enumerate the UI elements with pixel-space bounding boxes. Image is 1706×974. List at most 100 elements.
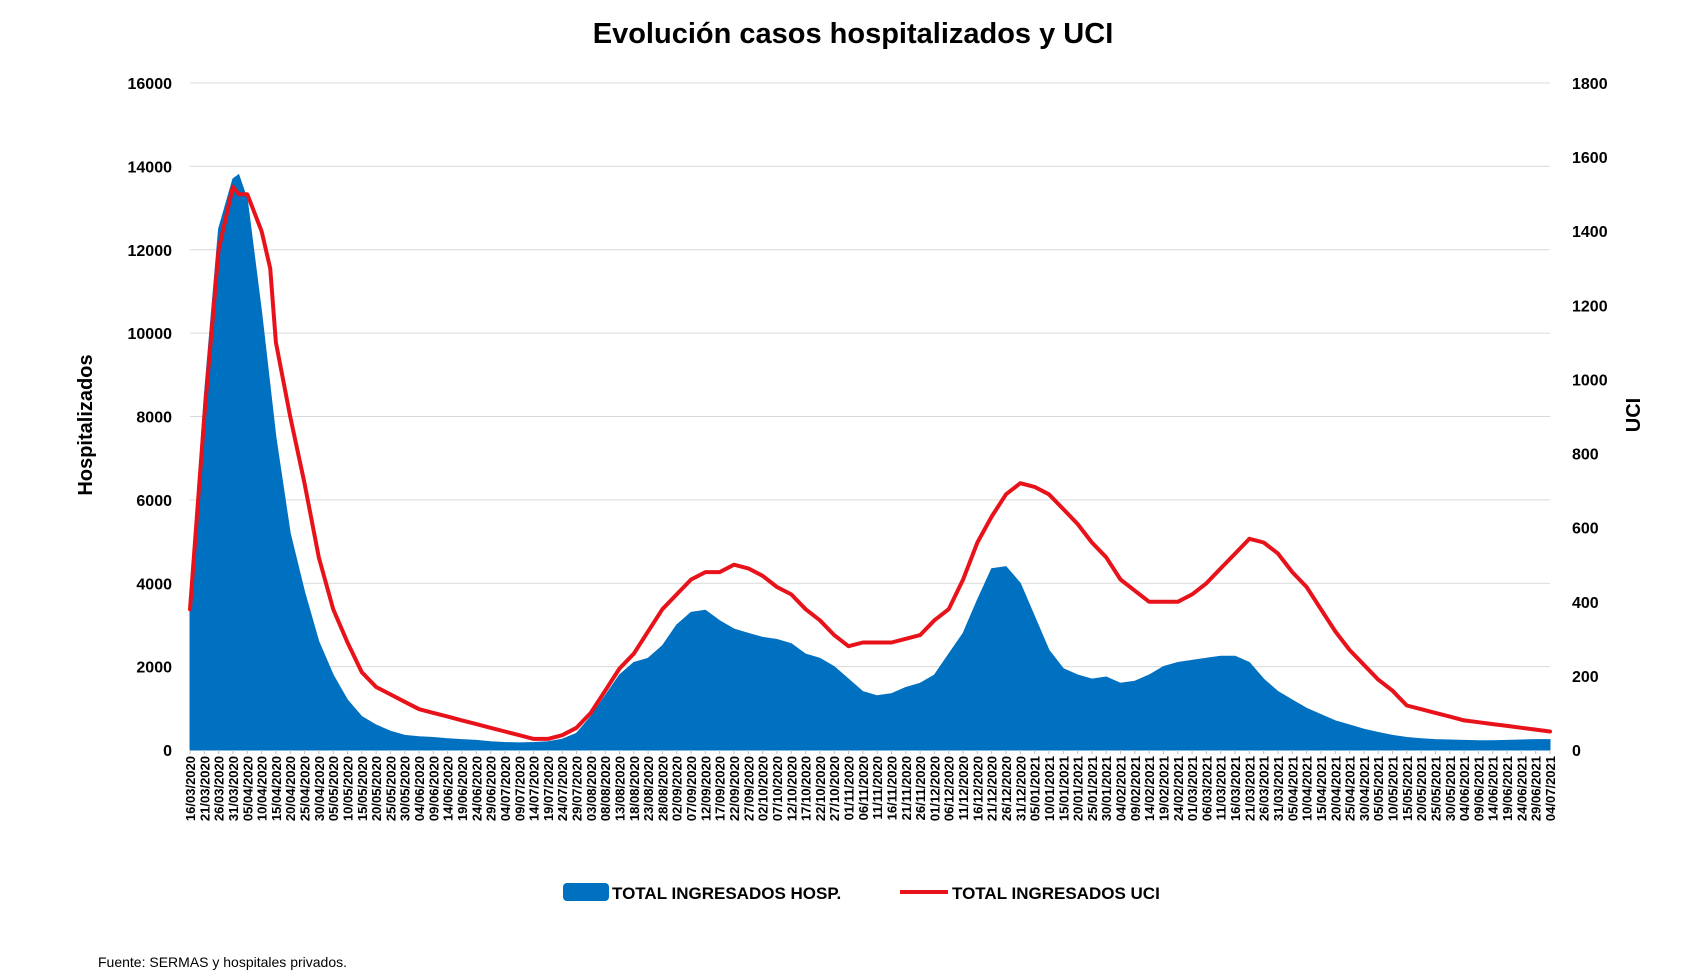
right-tick-label: 1200	[1572, 298, 1608, 315]
x-tick-label: 26/12/2020	[999, 756, 1014, 821]
x-tick-label: 06/03/2021	[1199, 756, 1214, 821]
left-axis-label: Hospitalizados	[75, 354, 97, 495]
x-tick-label: 20/04/2020	[283, 756, 298, 821]
x-tick-label: 20/04/2021	[1328, 756, 1343, 821]
x-tick-label: 29/06/2021	[1529, 756, 1544, 821]
x-tick-label: 27/10/2020	[827, 756, 842, 821]
x-tick-label: 10/05/2021	[1386, 756, 1401, 821]
x-tick-label: 29/07/2020	[570, 756, 585, 821]
x-tick-label: 29/06/2020	[484, 756, 499, 821]
x-tick-label: 23/08/2020	[641, 756, 656, 821]
x-tick-label: 21/11/2020	[899, 756, 914, 820]
right-tick-label: 800	[1572, 447, 1599, 464]
source-note: Fuente: SERMAS y hospitales privados.	[98, 954, 348, 970]
x-tick-label: 11/12/2020	[956, 756, 971, 820]
x-tick-label: 16/03/2020	[183, 756, 198, 821]
right-tick-label: 400	[1572, 595, 1599, 612]
left-tick-label: 4000	[136, 576, 172, 593]
x-tick-label: 09/06/2021	[1471, 756, 1486, 821]
right-axis-ticks: 0 200 400 600 800 1000 1200 1400 1600 1800	[1572, 76, 1608, 760]
x-tick-label: 07/10/2020	[770, 756, 785, 821]
x-tick-label: 26/11/2020	[913, 756, 928, 820]
left-tick-label: 8000	[136, 410, 172, 427]
x-tick-label: 05/01/2021	[1028, 756, 1043, 821]
grid	[190, 82, 1550, 751]
x-tick-label: 09/07/2020	[512, 756, 527, 821]
right-tick-label: 200	[1572, 669, 1599, 686]
x-tick-label: 30/04/2020	[312, 756, 327, 821]
x-tick-label: 10/05/2020	[340, 756, 355, 821]
right-tick-label: 600	[1572, 521, 1599, 538]
x-tick-label: 15/04/2020	[269, 756, 284, 821]
x-tick-label: 16/11/2020	[884, 756, 899, 820]
x-tick-label: 21/12/2020	[985, 756, 1000, 821]
x-tick-label: 26/03/2021	[1257, 756, 1272, 821]
x-tick-label: 15/01/2021	[1056, 756, 1071, 821]
x-tick-label: 30/05/2020	[398, 756, 413, 821]
uci-line-layer	[188, 184, 1552, 741]
x-tick-label: 25/04/2021	[1343, 756, 1358, 821]
x-tick-label: 19/02/2021	[1156, 756, 1171, 821]
x-axis-ticks: 16/03/2020 21/03/2020 26/03/2020 31/03/2020…	[183, 750, 1558, 821]
x-tick-label: 14/06/2020	[441, 756, 456, 821]
x-tick-label: 22/10/2020	[813, 756, 828, 821]
x-tick-label: 01/03/2021	[1185, 756, 1200, 821]
x-tick-label: 19/06/2020	[455, 756, 470, 821]
x-tick-label: 11/11/2020	[870, 756, 885, 820]
x-tick-label: 30/04/2021	[1357, 756, 1372, 821]
x-tick-label: 14/07/2020	[527, 756, 542, 821]
x-tick-label: 30/05/2021	[1443, 756, 1458, 821]
x-tick-label: 19/06/2021	[1500, 756, 1515, 821]
x-tick-label: 05/05/2020	[326, 756, 341, 821]
x-tick-label: 05/04/2020	[240, 756, 255, 821]
x-tick-label: 10/01/2021	[1042, 756, 1057, 821]
x-tick-label: 02/10/2020	[756, 756, 771, 821]
left-tick-label: 6000	[136, 493, 172, 510]
right-tick-label: 1800	[1572, 76, 1608, 93]
x-tick-label: 18/08/2020	[627, 756, 642, 821]
x-tick-label: 09/02/2021	[1128, 756, 1143, 821]
x-tick-label: 21/03/2021	[1242, 756, 1257, 821]
x-tick-label: 28/08/2020	[655, 756, 670, 821]
x-tick-label: 26/03/2020	[212, 756, 227, 821]
x-tick-label: 16/03/2021	[1228, 756, 1243, 821]
left-tick-label: 2000	[136, 660, 172, 677]
x-tick-label: 08/08/2020	[598, 756, 613, 821]
right-tick-label: 0	[1572, 743, 1581, 760]
x-tick-label: 15/04/2021	[1314, 756, 1329, 821]
x-tick-label: 04/06/2020	[412, 756, 427, 821]
x-tick-label: 11/03/2021	[1214, 756, 1229, 820]
x-tick-label: 04/02/2021	[1114, 756, 1129, 821]
x-tick-label: 22/09/2020	[727, 756, 742, 821]
right-tick-label: 1400	[1572, 224, 1608, 241]
right-axis-label: UCI	[1623, 398, 1645, 432]
x-tick-label: 16/12/2020	[970, 756, 985, 821]
x-tick-label: 15/05/2020	[355, 756, 370, 821]
x-tick-label: 01/11/2020	[842, 756, 857, 820]
x-tick-label: 20/05/2021	[1414, 756, 1429, 821]
x-tick-label: 06/11/2020	[856, 756, 871, 820]
x-tick-label: 10/04/2020	[255, 756, 270, 821]
left-tick-label: 14000	[128, 159, 173, 176]
x-tick-label: 04/06/2021	[1457, 756, 1472, 821]
x-tick-label: 04/07/2020	[498, 756, 513, 821]
x-tick-label: 04/07/2021	[1543, 756, 1558, 821]
x-tick-label: 05/05/2021	[1371, 756, 1386, 821]
x-tick-label: 25/01/2021	[1085, 756, 1100, 821]
x-tick-label: 12/09/2020	[698, 756, 713, 821]
chart-title: Evolución casos hospitalizados y UCI	[593, 18, 1114, 50]
x-tick-label: 01/12/2020	[927, 756, 942, 821]
legend-label-hosp: TOTAL INGRESADOS HOSP.	[612, 884, 841, 903]
x-tick-label: 24/07/2020	[555, 756, 570, 821]
x-tick-label: 06/12/2020	[942, 756, 957, 821]
x-tick-label: 07/09/2020	[684, 756, 699, 821]
x-tick-label: 20/05/2020	[369, 756, 384, 821]
uci-line	[188, 184, 1552, 741]
x-tick-label: 31/03/2021	[1271, 756, 1286, 821]
x-tick-label: 24/06/2020	[469, 756, 484, 821]
x-tick-label: 15/05/2021	[1400, 756, 1415, 821]
left-tick-label: 10000	[128, 326, 173, 343]
x-tick-label: 14/06/2021	[1486, 756, 1501, 821]
x-tick-label: 17/10/2020	[799, 756, 814, 821]
